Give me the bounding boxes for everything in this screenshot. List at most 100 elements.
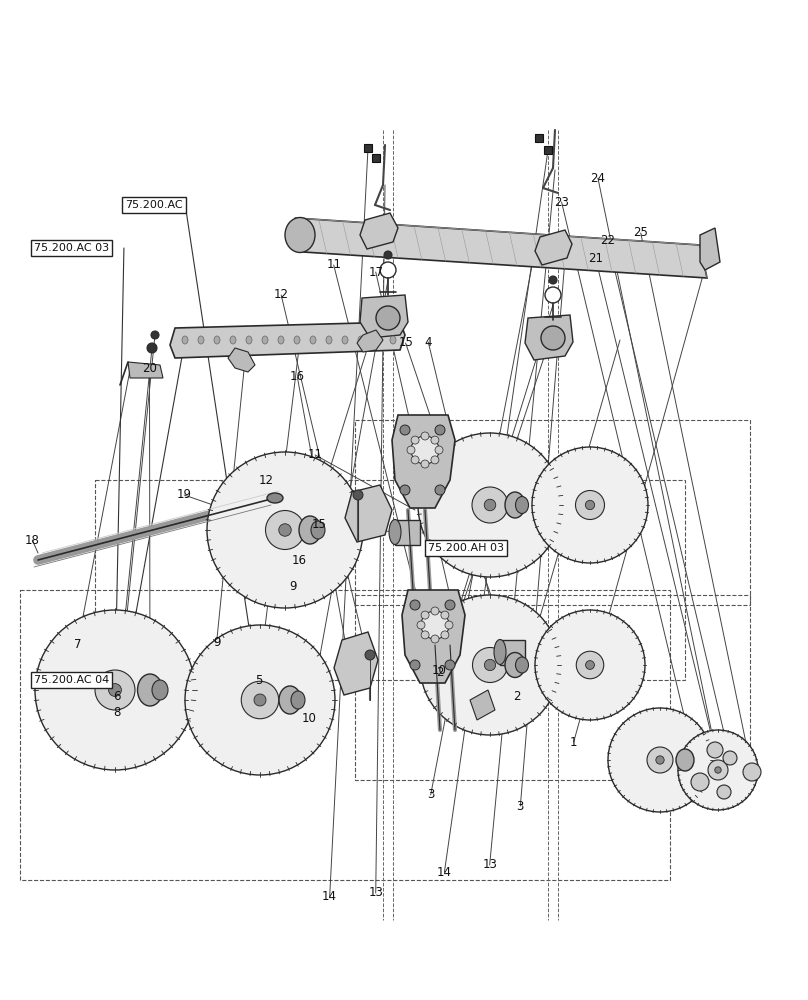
- Circle shape: [545, 287, 561, 303]
- Circle shape: [445, 621, 453, 629]
- Ellipse shape: [182, 336, 188, 344]
- Circle shape: [410, 660, 420, 670]
- Text: 75.200.AC: 75.200.AC: [125, 200, 183, 210]
- Ellipse shape: [389, 520, 401, 544]
- Ellipse shape: [214, 336, 220, 344]
- Circle shape: [585, 500, 595, 510]
- Circle shape: [266, 510, 305, 550]
- Circle shape: [421, 460, 429, 468]
- Polygon shape: [345, 485, 392, 542]
- Circle shape: [353, 490, 363, 500]
- Circle shape: [421, 611, 449, 639]
- Text: 12: 12: [259, 474, 274, 487]
- Ellipse shape: [390, 336, 396, 344]
- Circle shape: [472, 487, 508, 523]
- Circle shape: [411, 436, 439, 464]
- Text: 13: 13: [482, 858, 497, 871]
- Text: 24: 24: [591, 172, 605, 184]
- Text: 75.200.AC 03: 75.200.AC 03: [34, 243, 109, 253]
- Circle shape: [431, 456, 439, 464]
- Circle shape: [411, 456, 419, 464]
- Text: 2: 2: [436, 666, 444, 678]
- Ellipse shape: [279, 686, 301, 714]
- Ellipse shape: [262, 336, 268, 344]
- Text: 11: 11: [308, 448, 322, 462]
- Circle shape: [707, 742, 723, 758]
- Circle shape: [384, 251, 392, 259]
- Circle shape: [532, 447, 648, 563]
- Polygon shape: [334, 632, 378, 695]
- Ellipse shape: [505, 492, 525, 518]
- Text: 16: 16: [292, 554, 306, 568]
- Circle shape: [715, 767, 722, 773]
- Ellipse shape: [278, 336, 284, 344]
- Circle shape: [445, 660, 455, 670]
- Ellipse shape: [516, 657, 528, 673]
- Circle shape: [743, 763, 761, 781]
- Text: 3: 3: [427, 788, 435, 802]
- Circle shape: [435, 485, 445, 495]
- Bar: [372, 154, 380, 162]
- Bar: [544, 146, 552, 154]
- Circle shape: [717, 785, 731, 799]
- Circle shape: [254, 694, 266, 706]
- Bar: [95, 480, 685, 680]
- Text: 5: 5: [255, 674, 263, 686]
- Polygon shape: [295, 218, 707, 278]
- Circle shape: [576, 651, 604, 679]
- Bar: [355, 420, 750, 605]
- Text: 21: 21: [588, 251, 603, 264]
- Circle shape: [108, 684, 121, 696]
- Polygon shape: [395, 520, 420, 545]
- Circle shape: [365, 650, 375, 660]
- Circle shape: [420, 595, 560, 735]
- Circle shape: [35, 610, 195, 770]
- Polygon shape: [228, 348, 255, 372]
- Circle shape: [407, 446, 415, 454]
- Circle shape: [380, 262, 396, 278]
- Polygon shape: [360, 295, 408, 338]
- Text: 10: 10: [301, 712, 316, 724]
- Ellipse shape: [326, 336, 332, 344]
- Circle shape: [376, 306, 400, 330]
- Circle shape: [147, 343, 157, 353]
- Circle shape: [431, 436, 439, 444]
- Text: 4: 4: [424, 336, 432, 349]
- Text: 75.200.AC 04: 75.200.AC 04: [34, 675, 109, 685]
- Text: 7: 7: [74, 639, 82, 652]
- Ellipse shape: [137, 674, 162, 706]
- Text: 9: 9: [213, 637, 221, 650]
- Ellipse shape: [294, 336, 300, 344]
- Ellipse shape: [246, 336, 252, 344]
- Circle shape: [656, 756, 664, 764]
- Ellipse shape: [311, 521, 325, 539]
- Circle shape: [418, 433, 562, 577]
- Circle shape: [575, 490, 604, 520]
- Circle shape: [473, 648, 507, 682]
- Circle shape: [608, 708, 712, 812]
- Circle shape: [421, 432, 429, 440]
- Circle shape: [431, 607, 439, 615]
- Bar: [364, 144, 372, 152]
- Ellipse shape: [374, 336, 380, 344]
- Text: 19: 19: [177, 488, 191, 502]
- Circle shape: [586, 661, 595, 669]
- Circle shape: [484, 499, 496, 511]
- Polygon shape: [357, 330, 383, 352]
- Circle shape: [421, 611, 429, 619]
- Circle shape: [411, 436, 419, 444]
- Text: 1: 1: [570, 736, 578, 748]
- Text: 3: 3: [516, 800, 524, 812]
- Circle shape: [410, 600, 420, 610]
- Text: 10: 10: [432, 664, 447, 676]
- Ellipse shape: [310, 336, 316, 344]
- Bar: [20, 590, 670, 880]
- Circle shape: [400, 425, 410, 435]
- Polygon shape: [500, 640, 525, 665]
- Circle shape: [691, 773, 709, 791]
- Circle shape: [723, 751, 737, 765]
- Polygon shape: [360, 213, 398, 249]
- Circle shape: [400, 485, 410, 495]
- Text: 25: 25: [633, 227, 648, 239]
- Circle shape: [207, 452, 363, 608]
